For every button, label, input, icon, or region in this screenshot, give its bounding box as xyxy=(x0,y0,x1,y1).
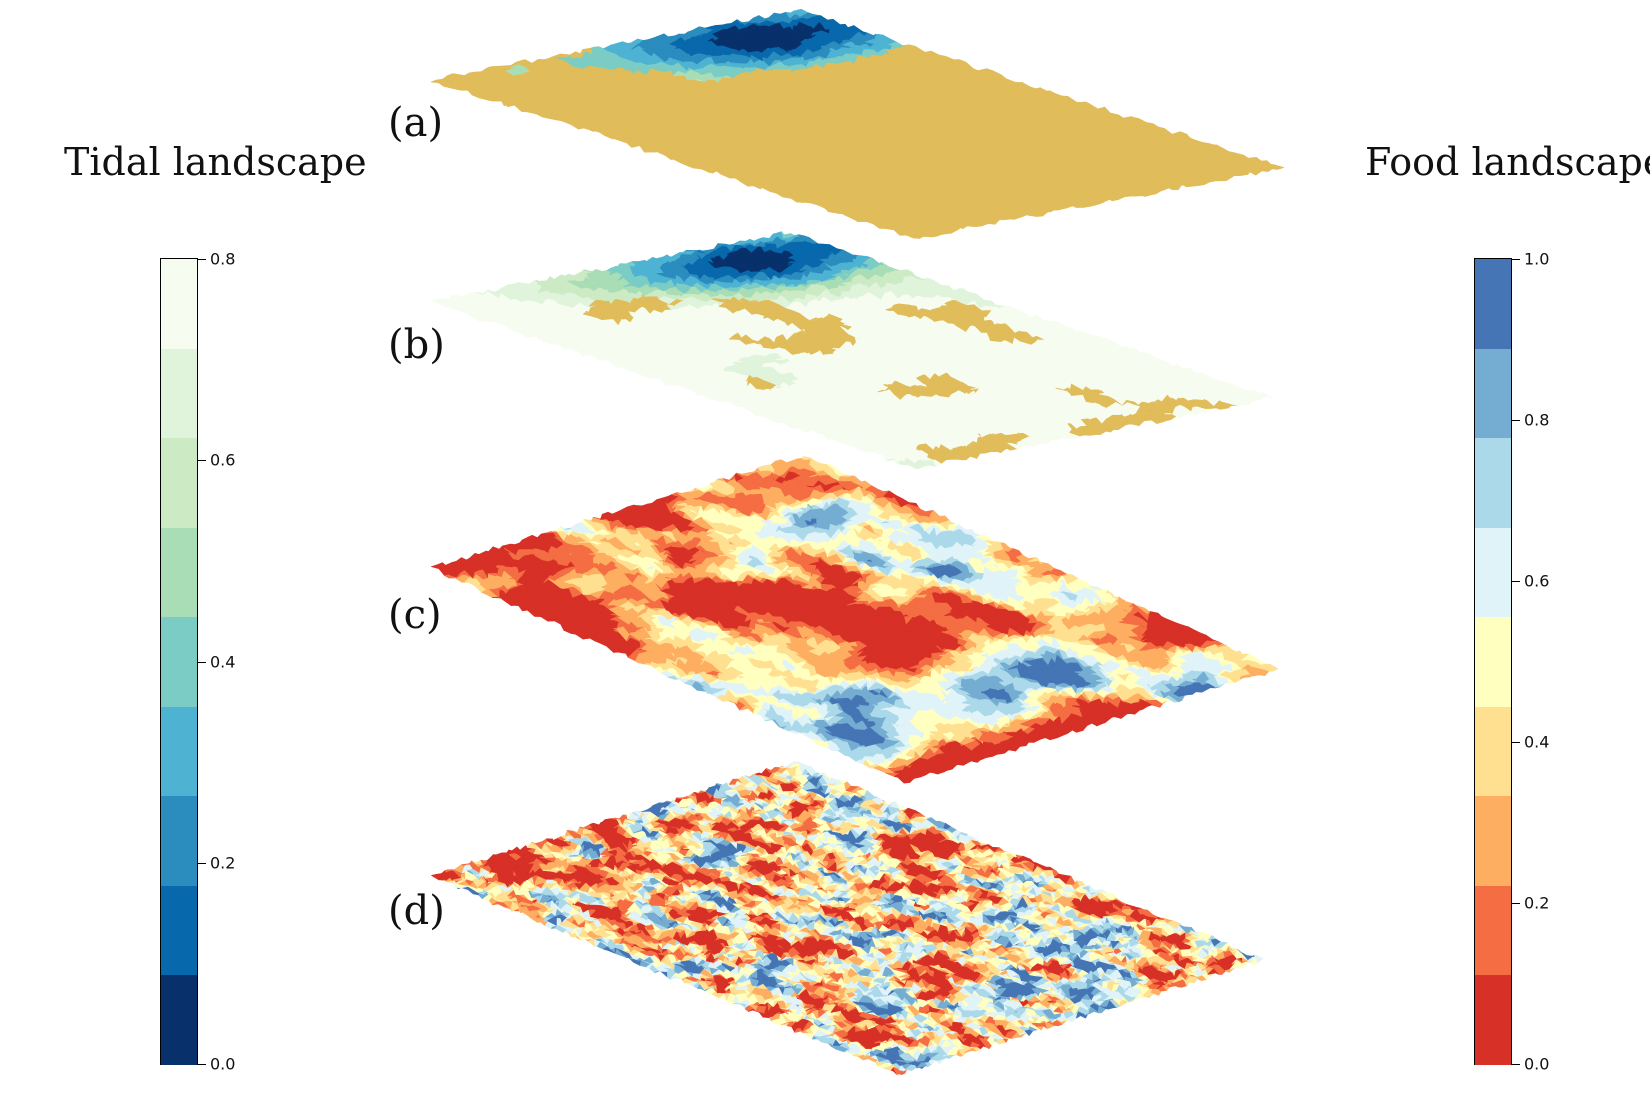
food-tick-label: 1.0 xyxy=(1524,250,1549,269)
food-tick-label: 0.2 xyxy=(1524,894,1549,913)
tidal-tick-label: 0.0 xyxy=(210,1055,235,1074)
food-tick xyxy=(1512,742,1520,743)
panel-label-a: (a) xyxy=(388,100,443,146)
food-tick-label: 0.0 xyxy=(1524,1055,1549,1074)
panel-label-b: (b) xyxy=(388,322,445,368)
layer-b xyxy=(431,232,1273,469)
tidal-tick-label: 0.8 xyxy=(210,250,235,269)
tidal-tick xyxy=(198,259,206,260)
tidal-tick-label: 0.6 xyxy=(210,451,235,470)
panel-label-d: (d) xyxy=(388,888,445,934)
tidal-tick xyxy=(198,460,206,461)
tidal-tick xyxy=(198,863,206,864)
food-tick xyxy=(1512,903,1520,904)
layer-c xyxy=(432,457,1278,783)
food-tick-label: 0.6 xyxy=(1524,572,1549,591)
tidal-tick xyxy=(198,1064,206,1065)
food-tick xyxy=(1512,581,1520,582)
tidal-tick-label: 0.2 xyxy=(210,853,235,872)
food-tick-label: 0.4 xyxy=(1524,733,1549,752)
food-tick xyxy=(1512,420,1520,421)
layer-a xyxy=(431,9,1283,238)
tidal-tick xyxy=(198,662,206,663)
food-tick xyxy=(1512,259,1520,260)
tidal-tick-label: 0.4 xyxy=(210,652,235,671)
layer-d xyxy=(432,762,1263,1075)
food-tick xyxy=(1512,1064,1520,1065)
panel-label-c: (c) xyxy=(388,592,442,638)
food-tick-label: 0.8 xyxy=(1524,411,1549,430)
